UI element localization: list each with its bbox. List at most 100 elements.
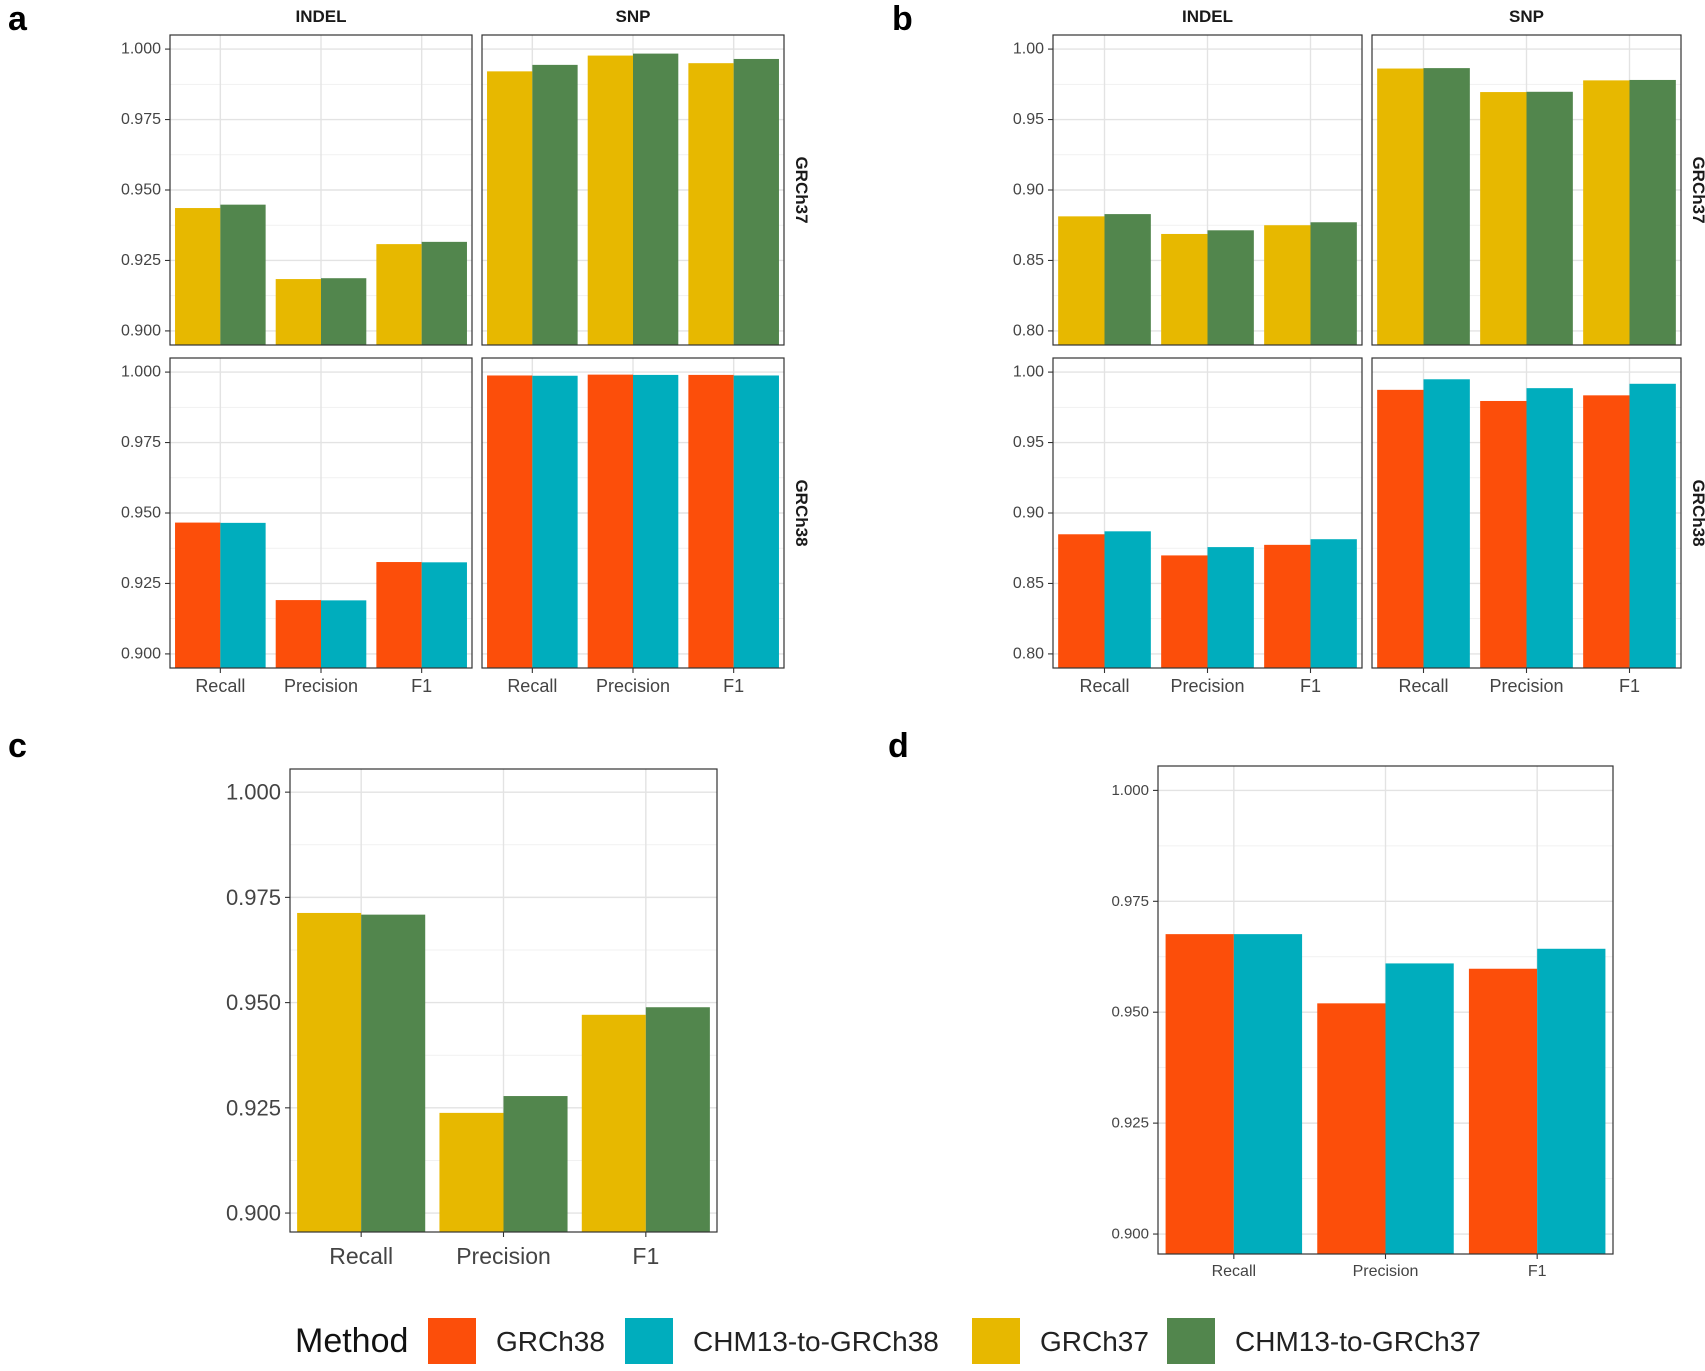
b-indel-grch38-y-tick-label: 0.95 [1013,434,1044,451]
b-indel-grch38-y-tick-label: 1.00 [1013,364,1044,381]
b-indel-grch38-bar-recall-grch38 [1058,534,1105,668]
panel-letter-c: c [8,727,27,765]
a-indel-grch37-bar-precision-chm13-to-grch37 [321,278,367,345]
panel-letter-b: b [892,0,913,38]
a-snp-grch37-panel [481,34,785,346]
a-snp-grch38-x-tick-label: F1 [723,676,744,696]
b-indel-grch37-bar-f1-chm13-to-grch37 [1310,222,1357,345]
a-indel-grch38-x-tick-label: F1 [411,676,432,696]
b-strip-grch37: GRCh37 [1689,156,1705,223]
b-snp-grch38-bar-precision-chm13-to-grch38 [1526,388,1573,668]
d-x-tick-label: Precision [1353,1263,1419,1280]
a-indel-grch38-bar-f1-grch38 [376,562,422,668]
a-snp-grch38-bar-precision-chm13-to-grch38 [633,374,679,668]
a-indel-grch38-y-tick-label: 0.950 [121,505,161,522]
d-x-tick-label: Recall [1212,1263,1256,1280]
c-x-tick-label: Recall [329,1243,393,1269]
d-y-tick-label: 0.950 [1111,1004,1149,1021]
a-indel-grch38-x-tick-label: Precision [284,676,358,696]
a-strip-snp: SNP [616,7,651,26]
b-snp-grch37-bar-recall-grch37 [1377,68,1424,345]
d-bar-precision-chm13-to-grch38 [1385,963,1454,1254]
legend-label-grch38: GRCh38 [496,1326,605,1357]
a-indel-grch38-bar-precision-chm13-to-grch38 [321,600,367,668]
c-y-tick-label: 0.900 [226,1201,281,1226]
b-indel-grch37-bar-f1-grch37 [1264,225,1311,345]
b-indel-grch37-y-tick-label: 1.00 [1013,41,1044,58]
a-indel-grch38-bar-recall-grch38 [175,522,221,668]
b-indel-grch37-panel: 0.80 0.85 0.90 0.95 1.00 [1013,34,1363,346]
a-snp-grch38-panel: Recall Precision F1 [481,357,785,696]
b-indel-grch38-y-tick-label: 0.80 [1013,645,1044,662]
b-snp-grch38-bar-recall-grch38 [1377,389,1424,668]
d-bar-recall-grch38 [1165,934,1234,1254]
c-bar-recall-grch37 [297,912,362,1232]
legend-label-chm13-to-grch38: CHM13-to-GRCh38 [693,1326,939,1357]
a-strip-grch37: GRCh37 [792,156,811,223]
b-indel-grch38-x-tick-label: Precision [1170,676,1244,696]
b-snp-grch37-frame [1371,34,1682,346]
d-y-tick-label: 0.900 [1111,1226,1149,1243]
b-indel-grch38-bar-precision-grch38 [1161,555,1208,668]
d-y-tick-label: 0.975 [1111,893,1149,910]
b-indel-grch37-bar-precision-chm13-to-grch37 [1207,230,1254,345]
b-indel-grch38-x-tick-label: Recall [1079,676,1129,696]
b-indel-grch38-bar-f1-chm13-to-grch38 [1310,539,1357,668]
b-indel-grch38-y-tick-label: 0.85 [1013,575,1044,592]
legend-label-grch37: GRCh37 [1040,1326,1149,1357]
b-indel-grch38-panel: 0.80 0.85 0.90 0.95 1.00 Recall Precision F1 [1013,357,1363,696]
a-snp-grch37-bar-recall-chm13-to-grch37 [532,64,578,345]
legend-label-chm13-to-grch37: CHM13-to-GRCh37 [1235,1326,1481,1357]
c-bar-precision-chm13-to-grch37 [503,1096,568,1232]
c-bar-f1-grch37 [581,1014,646,1232]
b-indel-grch37-y-tick-label: 0.80 [1013,322,1044,339]
a-snp-grch38-x-tick-label: Precision [596,676,670,696]
b-indel-grch37-y-tick-label: 0.95 [1013,111,1044,128]
a-indel-grch38-panel: 0.900 0.925 0.950 0.975 1.000 Recall Precision… [121,357,473,696]
panel-letter-a: a [8,0,28,38]
d-x-tick-label: F1 [1528,1263,1547,1280]
a-indel-grch37-panel: 0.900 0.925 0.950 0.975 1.000 [121,34,473,346]
b-indel-grch37-bar-recall-chm13-to-grch37 [1104,214,1151,345]
legend: Method GRCh38 CHM13-to-GRCh38 GRCh37 CHM13-t… [295,1318,1481,1364]
a-indel-grch37-bar-f1-chm13-to-grch37 [421,241,467,345]
panel-letter-d: d [888,727,909,765]
a-indel-grch37-y-tick-label: 1.000 [121,41,161,58]
c-x-tick-label: Precision [456,1243,551,1269]
c-bar-precision-grch37 [439,1112,504,1232]
a-strip-indel: INDEL [296,7,347,26]
b-snp-grch37-bar-f1-grch37 [1583,80,1630,345]
c-y-tick-label: 0.975 [226,885,281,910]
b-indel-grch37-y-tick-label: 0.90 [1013,182,1044,199]
a-snp-grch38-x-tick-label: Recall [507,676,557,696]
a-indel-grch38-x-tick-label: Recall [195,676,245,696]
b-snp-grch38-x-tick-label: Recall [1398,676,1448,696]
b-snp-grch38-bar-recall-chm13-to-grch38 [1423,379,1470,668]
b-indel-grch37-y-tick-label: 0.85 [1013,252,1044,269]
b-snp-grch37-bar-precision-chm13-to-grch37 [1526,91,1573,345]
a-snp-grch38-bar-f1-grch38 [688,374,734,668]
b-indel-grch38-y-tick-label: 0.90 [1013,505,1044,522]
c-bar-recall-chm13-to-grch37 [361,914,426,1232]
b-snp-grch37-panel [1371,34,1682,346]
chart-layer: a INDEL SNP GRCh37 GRCh38 0.900 0.925 0.950 0.97… [8,0,1705,1280]
b-strip-grch38: GRCh38 [1689,479,1705,546]
a-indel-grch38-y-tick-label: 0.975 [121,434,161,451]
legend-key-chm13-to-grch37 [1167,1318,1215,1364]
b-snp-grch38-bar-f1-chm13-to-grch38 [1629,383,1676,668]
b-indel-grch38-bar-f1-grch38 [1264,544,1311,668]
a-snp-grch38-bar-precision-grch38 [587,374,633,668]
a-indel-grch38-bar-recall-chm13-to-grch38 [220,522,266,668]
b-snp-grch37-bar-f1-chm13-to-grch37 [1629,79,1676,345]
b-snp-grch38-bar-precision-grch38 [1480,400,1527,668]
a-indel-grch37-y-tick-label: 0.975 [121,111,161,128]
d-bar-precision-grch38 [1317,1003,1386,1254]
c-panel: 0.900 0.925 0.950 0.975 1.000 Recall Precision… [226,768,718,1269]
c-y-tick-label: 1.000 [226,780,281,805]
a-snp-grch37-frame [481,34,785,346]
a-snp-grch38-bar-recall-grch38 [487,375,533,668]
c-x-tick-label: F1 [632,1243,659,1269]
legend-key-grch37 [972,1318,1020,1364]
a-indel-grch38-y-tick-label: 0.900 [121,645,161,662]
b-strip-snp: SNP [1509,7,1544,26]
